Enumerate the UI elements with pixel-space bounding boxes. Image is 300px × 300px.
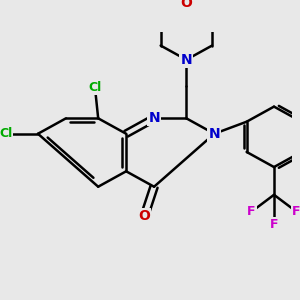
Text: N: N: [181, 53, 192, 67]
Text: Cl: Cl: [88, 81, 102, 94]
Text: N: N: [208, 127, 220, 141]
Text: F: F: [292, 205, 300, 218]
Text: N: N: [148, 111, 160, 125]
Text: F: F: [247, 205, 256, 218]
Text: Cl: Cl: [0, 127, 12, 140]
Text: O: O: [180, 0, 192, 10]
Text: F: F: [270, 218, 278, 231]
Text: O: O: [139, 209, 150, 223]
